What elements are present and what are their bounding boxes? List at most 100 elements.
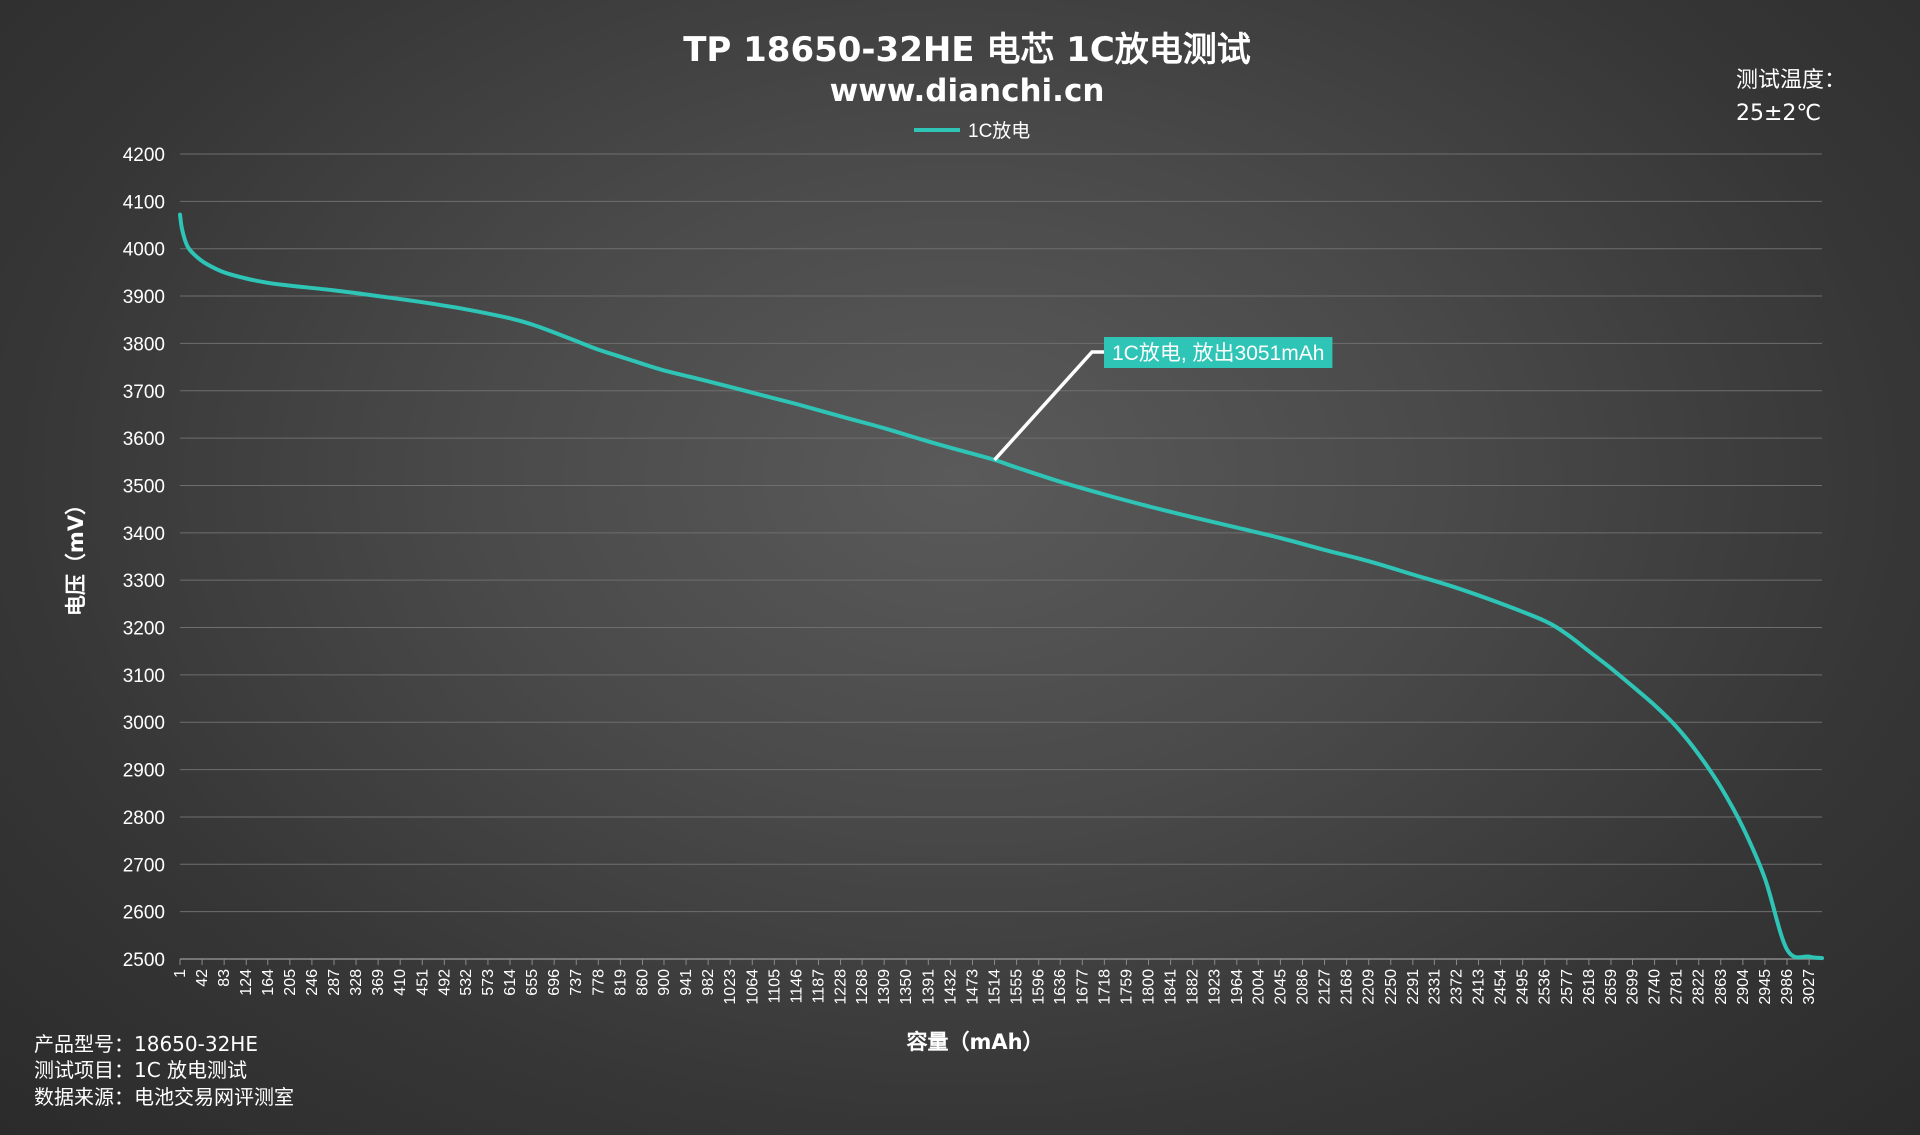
x-tick-label: 778 — [590, 969, 607, 996]
x-tick-label: 1432 — [942, 969, 959, 1005]
x-tick-label: 1105 — [766, 969, 783, 1004]
x-tick-label: 42 — [194, 969, 211, 987]
y-tick-label: 4200 — [123, 145, 165, 166]
info-source: 数据来源：电池交易网评测室 — [34, 1085, 294, 1109]
x-tick-label: 1555 — [1009, 969, 1026, 1005]
chart-title: TP 18650-32HE 电芯 1C放电测试 — [683, 30, 1251, 70]
x-tick-label: 2863 — [1713, 969, 1730, 1005]
y-tick-label: 3100 — [123, 666, 165, 687]
x-tick-label: 1677 — [1074, 969, 1091, 1005]
x-tick-label: 1514 — [987, 969, 1004, 1005]
y-tick-label: 3400 — [123, 524, 165, 545]
x-tick-label: 492 — [436, 969, 453, 996]
x-tick-label: 2045 — [1272, 969, 1289, 1005]
x-tick-label: 737 — [568, 969, 585, 996]
x-tick-label: 2331 — [1426, 969, 1443, 1005]
x-tick-label: 164 — [260, 969, 277, 996]
x-tick-label: 696 — [546, 969, 563, 996]
x-tick-label: 2086 — [1294, 969, 1311, 1005]
temperature-value: 25±2℃ — [1736, 101, 1821, 126]
x-tick-label: 369 — [370, 969, 387, 996]
y-tick-label: 2800 — [123, 808, 165, 829]
x-tick-label: 1923 — [1207, 969, 1224, 1005]
x-tick-label: 1964 — [1229, 969, 1246, 1005]
x-tick-label: 1350 — [898, 969, 915, 1005]
x-tick-label: 410 — [392, 969, 409, 996]
x-tick-label: 3027 — [1801, 969, 1818, 1005]
x-tick-label: 1023 — [722, 969, 739, 1005]
y-tick-label: 3500 — [123, 476, 165, 497]
y-tick-label: 4100 — [123, 192, 165, 213]
grid — [180, 153, 1822, 913]
x-tick-label: 1 — [172, 969, 189, 978]
x-tick-label: 532 — [458, 969, 475, 996]
x-tick-label: 2454 — [1493, 969, 1510, 1005]
y-tick-label: 2700 — [123, 855, 165, 876]
y-tick-label: 2500 — [123, 950, 165, 971]
x-tick-label: 2372 — [1448, 969, 1465, 1005]
y-tick-label: 3200 — [123, 619, 165, 640]
chart-subtitle: www.dianchi.cn — [830, 73, 1105, 109]
x-tick-label: 860 — [634, 969, 651, 996]
x-tick-label: 2291 — [1405, 969, 1422, 1005]
y-tick-label: 3300 — [123, 571, 165, 592]
x-tick-label: 614 — [502, 969, 519, 996]
x-tick-label: 1718 — [1096, 969, 1113, 1005]
x-axis-title: 容量（mAh） — [906, 1030, 1043, 1054]
y-tick-label: 3000 — [123, 713, 165, 734]
x-tick-label: 1187 — [810, 969, 827, 1004]
x-tick-label: 2699 — [1624, 969, 1641, 1005]
x-tick-label: 1228 — [833, 969, 850, 1005]
legend: 1C放电 — [914, 120, 1030, 142]
x-tick-label: 2004 — [1250, 969, 1267, 1005]
info-model: 产品型号：18650-32HE — [34, 1032, 258, 1056]
x-tick-label: 2822 — [1691, 969, 1708, 1005]
x-tick-label: 2127 — [1317, 969, 1334, 1005]
x-tick-label: 2250 — [1383, 969, 1400, 1005]
annotation-leader — [993, 350, 1104, 462]
y-tick-label: 3800 — [123, 334, 165, 355]
x-tick-label: 655 — [524, 969, 541, 996]
y-axis-title: 电压（mV） — [64, 494, 88, 616]
y-tick-label: 4000 — [123, 240, 165, 261]
x-tick-label: 328 — [348, 969, 365, 996]
x-tick-label: 2168 — [1339, 969, 1356, 1005]
x-tick-label: 1800 — [1141, 969, 1158, 1005]
legend-label: 1C放电 — [968, 120, 1030, 142]
x-tick-label: 2577 — [1559, 969, 1576, 1005]
annotation-text: 1C放电, 放出3051mAh — [1112, 342, 1324, 365]
x-tick-label: 2536 — [1537, 969, 1554, 1005]
x-tick-label: 1473 — [964, 969, 981, 1005]
x-tick-label: 982 — [700, 969, 717, 996]
x-tick-label: 1146 — [788, 969, 805, 1004]
x-tick-label: 2904 — [1735, 969, 1752, 1005]
x-tick-label: 1391 — [920, 969, 937, 1005]
x-tick-label: 1636 — [1052, 969, 1069, 1005]
info-test: 测试项目：1C 放电测试 — [34, 1058, 247, 1082]
temperature-note: 测试温度： 25±2℃ — [1736, 68, 1846, 126]
y-tick-label: 3700 — [123, 382, 165, 403]
series-line-1c — [178, 212, 1824, 961]
x-tick-label: 2413 — [1471, 969, 1488, 1005]
x-tick-label: 2986 — [1779, 969, 1796, 1005]
x-tick-label: 451 — [414, 969, 431, 996]
x-tick-label: 2618 — [1581, 969, 1598, 1005]
x-tick-label: 2209 — [1361, 969, 1378, 1005]
x-tick-label: 1309 — [876, 969, 893, 1005]
y-tick-label: 3600 — [123, 429, 165, 450]
x-tick-label: 2740 — [1647, 969, 1664, 1005]
x-tick-label: 246 — [304, 969, 321, 996]
x-tick-label: 1882 — [1185, 969, 1202, 1005]
x-tick-label: 900 — [656, 969, 673, 996]
y-tick-label: 3900 — [123, 287, 165, 308]
temperature-label: 测试温度： — [1736, 68, 1846, 93]
x-tick-label: 1841 — [1163, 969, 1180, 1005]
x-tick-label: 2945 — [1757, 969, 1774, 1005]
y-tick-label: 2600 — [123, 903, 165, 924]
x-tick-label: 1268 — [854, 969, 871, 1005]
x-axis-ticks: 1 42 83 124 164 205 246 287 328 369 410 451 492 532 57… — [172, 959, 1818, 1005]
x-tick-label: 1759 — [1118, 969, 1135, 1005]
annotation-box — [1104, 337, 1333, 368]
x-tick-label: 2495 — [1515, 969, 1532, 1005]
